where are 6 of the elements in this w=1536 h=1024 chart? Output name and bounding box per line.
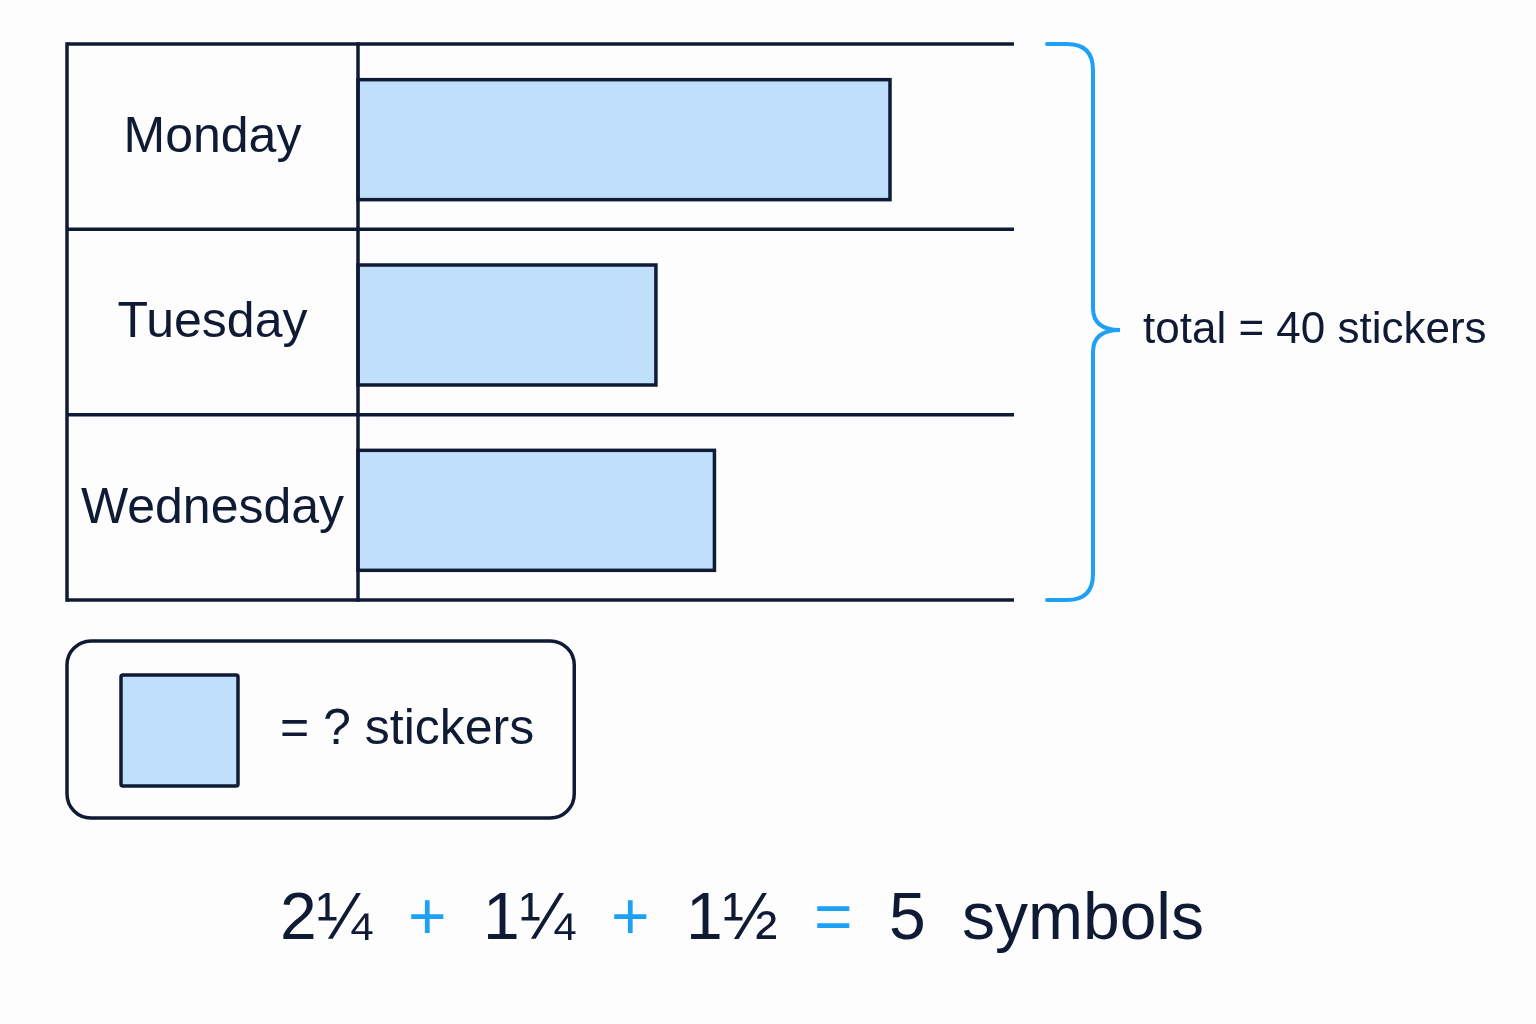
legend-label: = ? stickers [280, 699, 535, 756]
y-tick-label: Wednesday [80, 477, 345, 534]
y-tick-label: Monday [123, 106, 302, 163]
text: total = 40 stickers [1143, 302, 1487, 352]
y-tick-label: Tuesday [117, 292, 308, 349]
text: 2¼ + 1¼ + 1½ = 5 symbols [279, 879, 1205, 954]
